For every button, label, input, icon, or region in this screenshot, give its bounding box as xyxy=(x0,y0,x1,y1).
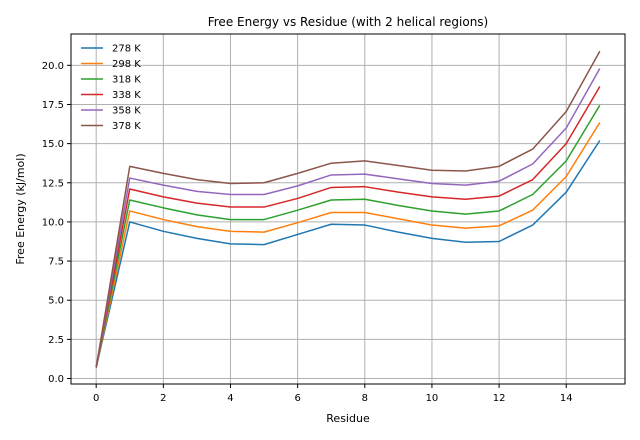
x-tick-label: 2 xyxy=(160,393,166,404)
series-line-378k xyxy=(95,50,601,368)
y-tick-label: 0.0 xyxy=(48,374,64,385)
y-tick-label: 12.5 xyxy=(42,178,64,189)
y-tick-label: 7.5 xyxy=(48,257,64,268)
legend-label: 358 K xyxy=(112,106,141,117)
legend-label: 298 K xyxy=(112,59,141,70)
y-tick-label: 17.5 xyxy=(42,100,64,111)
y-axis-ticks: 0.0 2.5 5.0 7.5 10.0 12.5 15.0 17.5 20.0 xyxy=(42,61,71,385)
x-tick-label: 4 xyxy=(227,393,233,404)
y-tick-label: 20.0 xyxy=(42,61,64,72)
y-tick-label: 10.0 xyxy=(42,217,64,228)
chart-title: Free Energy vs Residue (with 2 helical r… xyxy=(208,15,489,29)
x-tick-label: 14 xyxy=(560,393,573,404)
plot-frame xyxy=(70,33,626,385)
series-lines xyxy=(95,50,601,368)
x-tick-label: 12 xyxy=(493,393,506,404)
grid xyxy=(71,34,625,384)
y-axis-label: Free Energy (kJ/mol) xyxy=(14,153,27,264)
y-tick-label: 15.0 xyxy=(42,139,64,150)
series-line-338k xyxy=(95,86,601,368)
x-tick-label: 0 xyxy=(93,393,99,404)
legend-label: 378 K xyxy=(112,121,141,132)
series-line-278k xyxy=(95,140,601,368)
x-tick-label: 6 xyxy=(294,393,300,404)
x-tick-label: 10 xyxy=(426,393,439,404)
x-tick-label: 8 xyxy=(362,393,368,404)
x-axis-ticks: 0 2 4 6 8 10 12 14 xyxy=(93,384,573,404)
x-axis-label: Residue xyxy=(326,412,370,425)
legend-label: 318 K xyxy=(112,75,141,86)
legend-label: 278 K xyxy=(112,44,141,55)
legend-label: 338 K xyxy=(112,90,141,101)
series-line-298k xyxy=(95,122,601,368)
y-tick-label: 2.5 xyxy=(48,335,64,346)
legend: 278 K 298 K 318 K 338 K 358 K 378 K xyxy=(81,44,141,132)
y-tick-label: 5.0 xyxy=(48,296,64,307)
series-line-318k xyxy=(95,104,601,368)
series-line-358k xyxy=(95,68,601,368)
